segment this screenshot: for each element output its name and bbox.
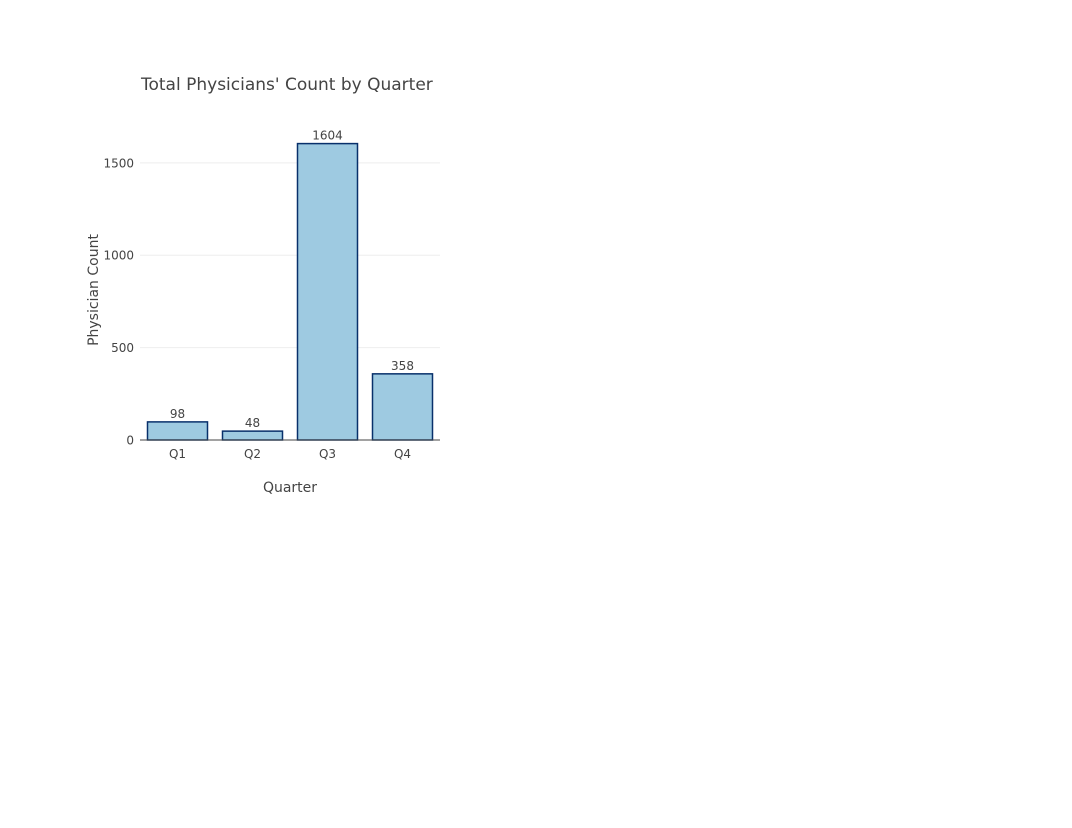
y-tick-label: 0: [126, 434, 134, 448]
x-tick-label-q1: Q1: [169, 447, 186, 461]
gridlines: [140, 162, 440, 349]
chart-title: Total Physicians' Count by Quarter: [140, 75, 433, 95]
y-tick-label: 500: [111, 341, 134, 355]
bar-value-label-q1: 98: [170, 407, 185, 421]
bar-q4[interactable]: [371, 373, 434, 441]
x-tick-label-q3: Q3: [319, 447, 336, 461]
bar-q2[interactable]: [221, 430, 284, 441]
bar-value-label-q2: 48: [245, 416, 260, 430]
y-tick-label: 1000: [103, 249, 134, 263]
bar-value-label-q3: 1604: [312, 129, 343, 143]
bar-q3[interactable]: [296, 142, 359, 441]
bar-value-label-q4: 358: [391, 359, 414, 373]
x-tick-label-q2: Q2: [244, 447, 261, 461]
bar-q1[interactable]: [146, 421, 209, 441]
y-tick-label: 1500: [103, 156, 134, 170]
y-axis-title: Physician Count: [86, 234, 102, 346]
x-axis-title: Quarter: [263, 480, 317, 496]
x-tick-label-q4: Q4: [394, 447, 411, 461]
labels: Total Physicians' Count by Quarter Quart…: [86, 75, 433, 496]
bars: [146, 142, 434, 441]
